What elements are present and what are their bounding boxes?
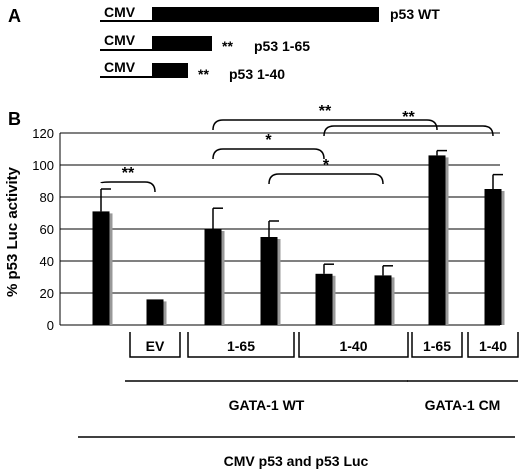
bar: [204, 229, 222, 325]
construct-1-65-promoter: CMV: [104, 32, 136, 48]
construct-1-65-name: p53 1-65: [254, 38, 310, 54]
y-tick-label: 80: [40, 190, 54, 205]
construct-1-40-stars: **: [198, 66, 209, 82]
bar: [146, 299, 164, 325]
category-box: [411, 332, 463, 358]
construct-1-40-name: p53 1-40: [229, 66, 285, 82]
construct-wt-promoter: CMV: [104, 4, 136, 20]
bar: [428, 155, 446, 325]
panel-b-letter: B: [8, 109, 21, 129]
construct-1-40-promoter: CMV: [104, 59, 136, 75]
construct-wt-bar: [152, 7, 379, 22]
construct-1-40-bar: [152, 63, 188, 78]
significance-label: *: [265, 132, 272, 149]
bar: [484, 189, 502, 325]
significance-label: **: [402, 109, 415, 126]
y-tick-label: 20: [40, 286, 54, 301]
category-label: 1-65: [423, 338, 451, 354]
significance-bracket: [212, 119, 438, 131]
bar: [260, 237, 278, 325]
bar: [92, 211, 110, 325]
category-label: 1-40: [339, 338, 367, 354]
significance-bracket: [100, 181, 156, 193]
category-box: [187, 332, 295, 358]
construct-1-65-stars: **: [222, 38, 233, 54]
category-box: [129, 332, 181, 358]
outer-group-label: CMV p53 and p53 Luc: [224, 453, 369, 469]
y-axis-title: % p53 Luc activity: [4, 166, 21, 297]
category-label: 1-65: [227, 338, 255, 354]
category-box: [467, 332, 519, 358]
significance-bracket: [268, 173, 384, 185]
panel-a-letter: A: [8, 6, 21, 26]
y-tick-label: 100: [32, 158, 54, 173]
bar: [315, 273, 333, 325]
construct-1-40: CMV ** p53 1-40: [100, 59, 285, 82]
y-tick-label: 0: [47, 318, 54, 333]
category-box: [298, 332, 409, 358]
significance-bracket: [323, 125, 494, 137]
significance-label: **: [122, 165, 135, 182]
category-label: EV: [146, 338, 165, 354]
y-tick-label: 120: [32, 126, 54, 141]
construct-1-65: CMV ** p53 1-65: [100, 32, 310, 54]
group-label: GATA-1 CM: [425, 397, 501, 413]
construct-1-65-bar: [152, 36, 212, 51]
y-tick-label: 60: [40, 222, 54, 237]
category-label: 1-40: [479, 338, 507, 354]
significance-label: **: [319, 103, 332, 120]
significance-label: *: [323, 157, 330, 174]
y-tick-label: 40: [40, 254, 54, 269]
bar: [374, 275, 392, 325]
construct-wt-name: p53 WT: [390, 6, 440, 22]
group-label: GATA-1 WT: [229, 397, 305, 413]
significance-bracket: [212, 148, 325, 160]
construct-wt: CMV p53 WT: [100, 4, 440, 22]
